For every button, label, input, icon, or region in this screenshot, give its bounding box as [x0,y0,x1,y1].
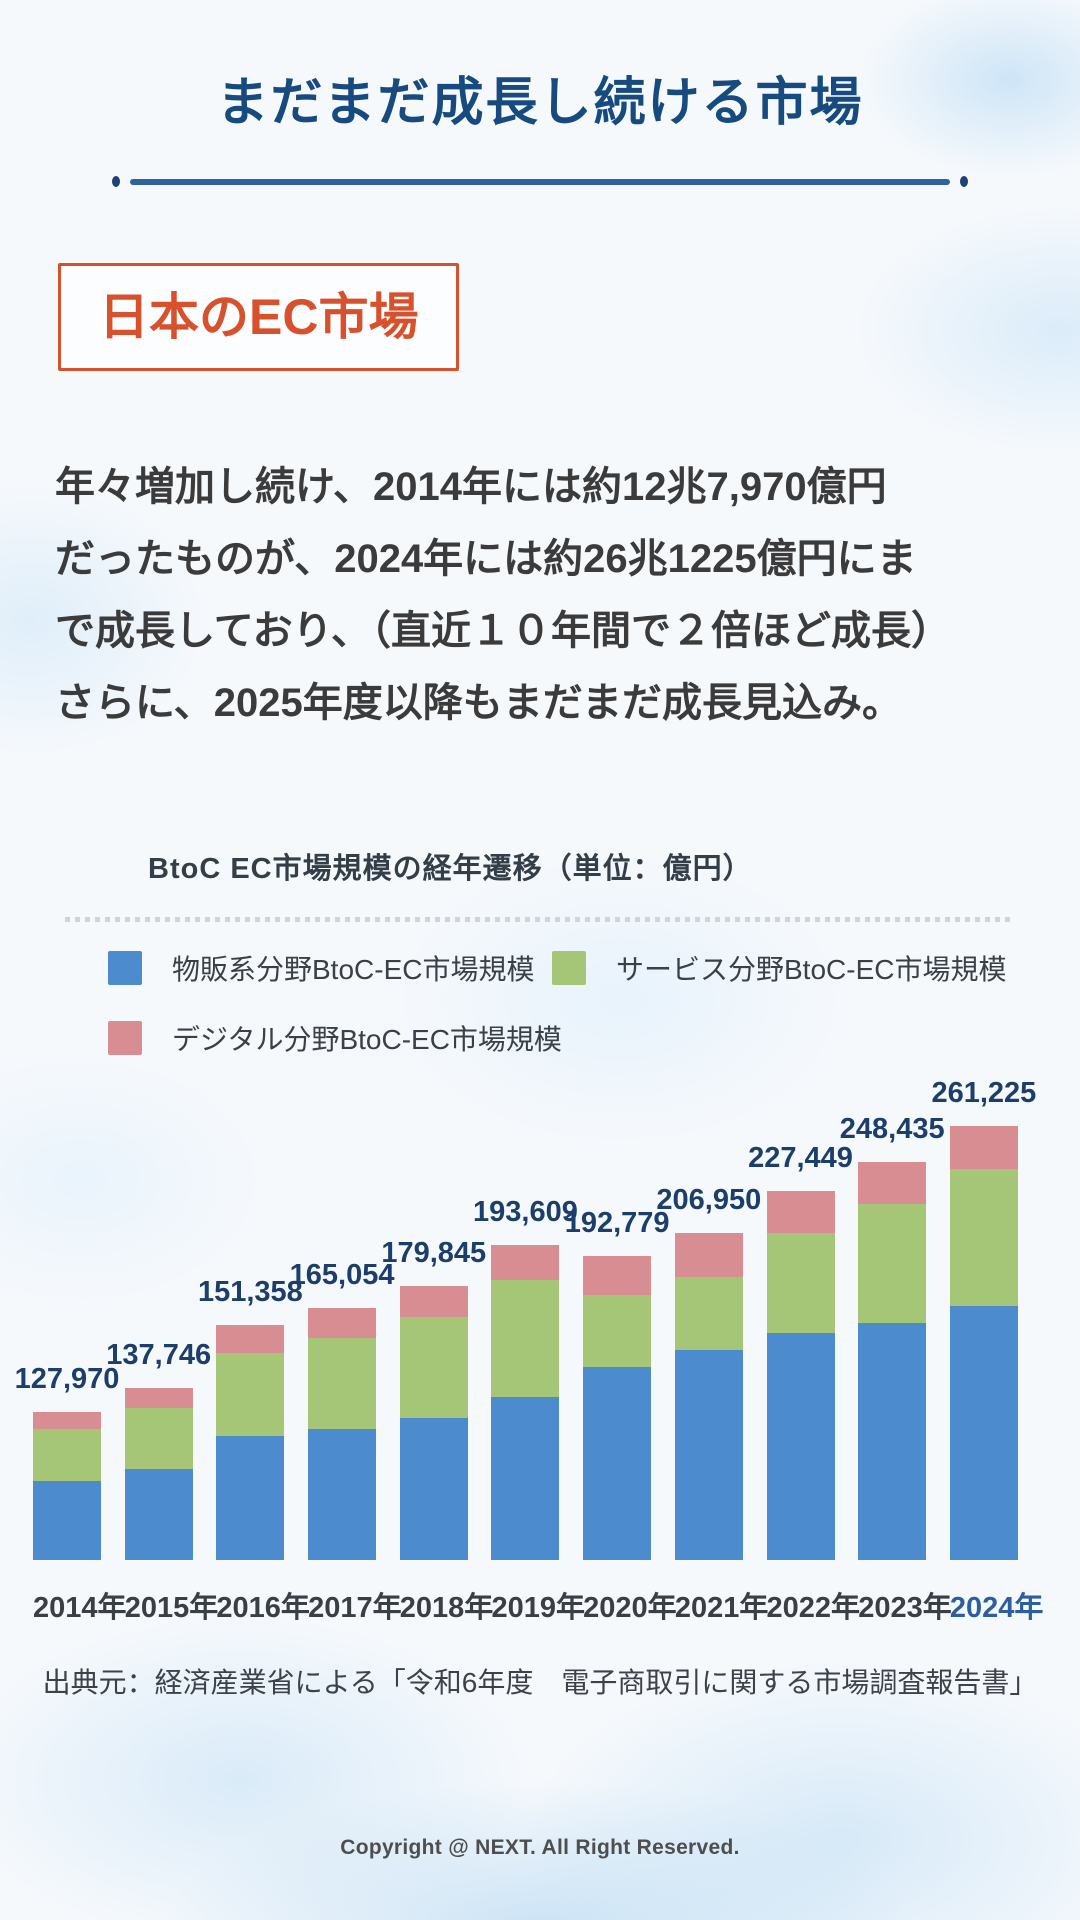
bar-segment-service [216,1353,285,1436]
bar-2022: 227,449 [748,1142,853,1560]
intro-paragraph: 年々増加し続け、2014年には約12兆7,970億円 だったものが、2024年に… [55,451,1025,739]
bar-2024: 261,225 [931,1077,1036,1560]
bar-segment-retail [33,1481,101,1560]
bar-value-label: 127,970 [14,1363,120,1395]
bar-segment-retail [583,1367,652,1560]
bar-segment-service [124,1408,193,1469]
bar-segment-retail [766,1333,835,1560]
bar-2020: 192,779 [565,1207,670,1560]
legend-label: デジタル分野BtoC-EC市場規模 [172,1024,562,1055]
bar-segment-digital [674,1233,743,1277]
copyright-footer: Copyright @ NEXT. All Right Reserved. [340,1836,740,1859]
bar-segment-service [583,1295,652,1367]
bar-segment-digital [308,1308,377,1338]
legend-swatch-icon [108,1021,142,1055]
bar-segment-service [766,1233,835,1333]
bar-2023: 248,435 [840,1113,945,1560]
bar-value-label: 192,779 [564,1207,670,1239]
x-axis-label: 2021年 [674,1592,769,1624]
bar-segment-digital [766,1191,835,1233]
bar-2015: 137,746 [106,1339,211,1560]
bar-value-label: 261,225 [931,1077,1037,1109]
bar-segment-service [33,1429,101,1481]
bar-segment-retail [124,1469,193,1560]
bar-segment-service [491,1280,560,1397]
bar-value-label: 137,746 [106,1339,212,1371]
bar-segment-retail [491,1397,560,1560]
bar-segment-service [858,1204,927,1323]
bar-2018: 179,845 [381,1237,486,1560]
source-note: 出典元：経済産業省による「令和6年度 電子商取引に関する市場調査報告書」 [42,1667,1038,1698]
bar-segment-digital [949,1126,1018,1169]
bar-segment-digital [858,1162,927,1204]
bar-segment-retail [674,1350,743,1560]
divider-line [130,178,950,185]
bar-2016: 151,358 [198,1276,303,1560]
bar-segment-digital [491,1245,560,1280]
bar-segment-retail [216,1436,285,1560]
bar-segment-retail [308,1429,377,1560]
x-axis-labels: 2014年 2015年 2016年 2017年 2018年 2019年 2020年 2021年… [33,1592,1044,1624]
bar-value-label: 193,609 [473,1196,578,1228]
title-divider [0,176,1080,187]
intro-line: だったものが、2024年には約26兆1225億円にま [55,537,917,581]
bar-segment-service [674,1277,743,1350]
bar-segment-digital [399,1286,468,1317]
bar-segment-digital [33,1412,101,1429]
divider-dot-left [112,176,120,187]
page-title: まだまだ成長し続ける市場 [216,74,864,132]
divider-dot-right [960,176,968,187]
x-axis-label: 2024年 [949,1592,1044,1624]
bar-segment-service [949,1169,1018,1306]
bar-value-label: 206,950 [656,1184,762,1216]
intro-line: 年々増加し続け、2014年には約12兆7,970億円 [55,465,887,509]
legend-item-2: デジタル分野BtoC-EC市場規模 [108,1018,562,1058]
x-axis-label: 2019年 [491,1592,585,1624]
bar-value-label: 179,845 [381,1237,487,1269]
x-axis-label: 2014年 [33,1592,127,1624]
x-axis-label: 2015年 [124,1592,219,1624]
bar-value-label: 227,449 [748,1142,853,1174]
legend-item-1: サービス分野BtoC-EC市場規模 [552,948,1080,988]
legend-swatch-icon [108,951,142,985]
bar-segment-digital [124,1388,193,1408]
legend-label: サービス分野BtoC-EC市場規模 [616,954,1007,985]
x-axis-label: 2018年 [399,1592,494,1624]
bar-value-label: 151,358 [197,1276,303,1308]
x-axis-label: 2016年 [216,1592,310,1624]
section-badge: 日本のEC市場 [58,263,460,371]
bar-segment-retail [949,1306,1018,1560]
bar-segment-digital [216,1325,285,1353]
dotted-rule [65,917,1015,922]
x-axis-label: 2023年 [858,1592,952,1624]
bar-segment-retail [858,1323,927,1560]
bar-segment-retail [399,1418,468,1560]
legend-label: 物販系分野BtoC-EC市場規模 [172,954,535,985]
bar-2019: 193,609 [473,1196,578,1560]
bar-2014: 127,970 [15,1363,119,1560]
legend-swatch-icon [552,951,586,985]
bar-value-label: 165,054 [289,1259,395,1291]
bar-segment-service [399,1317,468,1418]
x-axis-label: 2017年 [308,1592,402,1624]
intro-line: さらに、2025年度以降もまだまだ成長見込み。 [55,681,902,725]
bar-segment-service [308,1338,377,1429]
chart-title: BtoC EC市場規模の経年遷移（単位：億円） [148,853,753,885]
intro-line: で成長しており、（直近１０年間で２倍ほど成長） [55,609,951,653]
x-axis-label: 2020年 [583,1592,677,1624]
stacked-bar-chart: 127,970 137,746 151,358 165,054 179,845 193,6… [15,1077,1036,1560]
bar-segment-digital [583,1256,652,1295]
bar-value-label: 248,435 [839,1113,945,1145]
x-axis-label: 2022年 [766,1592,861,1624]
legend-item-0: 物販系分野BtoC-EC市場規模 [108,948,552,988]
bar-2021: 206,950 [656,1184,761,1560]
bar-2017: 165,054 [290,1259,394,1560]
chart-legend: 物販系分野BtoC-EC市場規模 サービス分野BtoC-EC市場規模デジタル分野B… [0,948,1080,1058]
